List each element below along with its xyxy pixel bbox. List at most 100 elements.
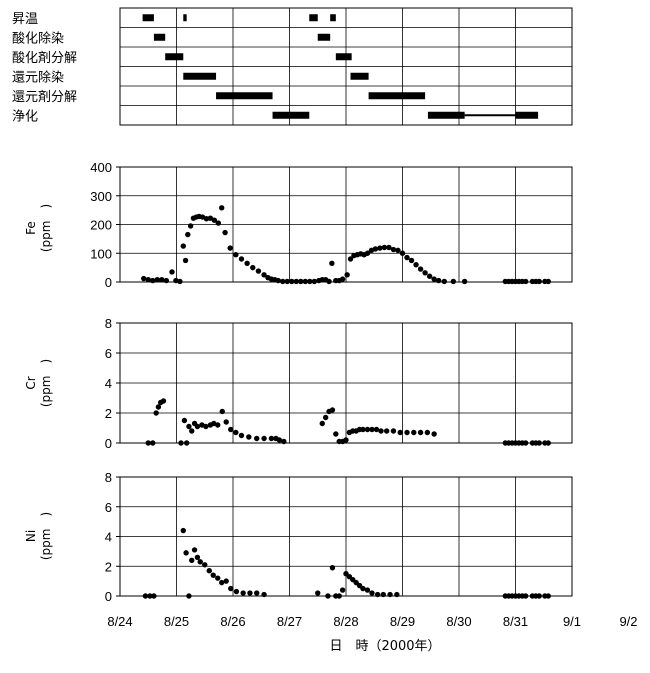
ni-data-point	[315, 590, 321, 596]
ni-data-point	[360, 585, 366, 592]
gantt-bar	[427, 111, 465, 119]
cr-data-point	[268, 435, 275, 442]
cr-ytick-label: 4	[105, 376, 112, 391]
fe-data-point	[203, 216, 210, 222]
cr-data-point	[383, 428, 390, 434]
fe-ytick-label: 200	[90, 218, 112, 233]
cr-data-point	[153, 410, 159, 416]
fe-data-point	[219, 205, 225, 211]
fe-ytick-label: 300	[90, 189, 112, 204]
ni-data-point	[364, 587, 371, 593]
fe-ylabel-name: Fe	[24, 221, 38, 235]
cr-data-point	[404, 429, 410, 436]
ni-data-point	[228, 585, 234, 592]
fe-data-point	[399, 250, 406, 256]
gantt-bar	[165, 53, 184, 61]
fe-data-point	[169, 269, 175, 275]
ni-data-point	[219, 579, 225, 586]
fe-data-point	[395, 247, 401, 254]
cr-data-point	[322, 414, 329, 421]
cr-data-point	[160, 398, 167, 404]
fe-data-point	[222, 229, 228, 236]
cr-data-point	[155, 404, 162, 410]
ni-data-point	[142, 593, 149, 599]
cr-ytick-label: 8	[105, 316, 112, 331]
fe-data-point	[215, 220, 222, 226]
cr-data-point	[194, 423, 201, 430]
ni-data-point	[336, 593, 342, 599]
ni-data-point	[387, 591, 393, 598]
cr-data-point	[281, 438, 287, 445]
fe-data-point	[255, 268, 262, 274]
cr-data-point	[276, 437, 283, 443]
fe-data-point	[390, 246, 397, 253]
cr-data-point	[397, 429, 403, 436]
ni-ytick-label: 0	[105, 589, 112, 604]
cr-data-point	[150, 440, 156, 446]
cr-data-point	[238, 432, 245, 439]
fe-data-point	[145, 277, 151, 283]
fe-data-point	[187, 223, 194, 229]
fe-data-point	[311, 278, 318, 285]
cr-data-point	[424, 429, 431, 436]
fe-data-point	[275, 277, 281, 284]
ni-data-point	[186, 593, 192, 599]
ni-data-point	[536, 593, 542, 599]
cr-ylabel-unit: (ppm )	[39, 359, 53, 407]
ni-data-point	[545, 593, 551, 599]
gantt-bar	[142, 14, 154, 22]
x-tick-label: 8/26	[220, 614, 245, 629]
fe-data-point	[417, 266, 424, 272]
fe-data-point	[344, 272, 350, 278]
ni-ylabel-name: Ni	[24, 530, 38, 542]
fe-ytick-label: 400	[90, 160, 112, 175]
fe-scatter-plot: 0 100 200 300 400	[90, 160, 573, 290]
cr-data-point	[364, 426, 371, 433]
gantt-bar	[272, 111, 310, 119]
gantt-row-label: 還元剤分解	[12, 89, 77, 105]
fe-data-point	[185, 231, 191, 238]
ni-data-point	[374, 591, 381, 598]
ni-ytick-label: 2	[105, 559, 112, 574]
gantt-bar	[335, 53, 352, 61]
fe-data-point	[298, 278, 304, 285]
ni-data-point	[369, 590, 375, 596]
cr-data-point	[233, 429, 239, 436]
fe-data-point	[163, 277, 170, 284]
fe-data-point	[211, 217, 218, 223]
fe-data-point	[238, 256, 245, 262]
fe-data-point	[180, 243, 186, 249]
fe-data-point	[289, 278, 295, 285]
x-tick-label: 8/29	[390, 614, 415, 629]
cr-data-point	[261, 435, 267, 442]
ni-data-point	[247, 590, 253, 596]
x-axis: 8/24 8/25 8/26 8/27 8/28 8/29 8/30 8/31 9/1 9/2 日 …	[107, 614, 637, 654]
gantt-bar	[368, 92, 426, 100]
cr-data-point	[378, 428, 384, 434]
ni-data-point	[261, 591, 267, 598]
gantt-row-label: 浄化	[12, 109, 38, 124]
ni-ytick-label: 8	[105, 470, 112, 485]
ni-data-point	[194, 554, 201, 561]
ni-data-point	[223, 578, 229, 584]
gantt-bar	[216, 92, 273, 100]
fe-ylabel-unit: (ppm )	[39, 204, 53, 252]
fe-data-point	[177, 278, 183, 285]
fe-data-point	[284, 278, 290, 285]
ni-data-point	[522, 593, 529, 599]
fe-data-point	[450, 278, 457, 285]
fe-data-point	[364, 250, 371, 256]
fe-data-point	[141, 275, 147, 282]
cr-ylabel-name: Cr	[24, 376, 38, 389]
cr-data-point	[333, 431, 339, 437]
fe-data-point	[386, 244, 392, 251]
fe-data-point	[302, 278, 309, 285]
fe-data-point	[280, 278, 286, 285]
cr-data-point	[178, 440, 184, 446]
ni-data-point	[180, 527, 186, 534]
cr-data-point	[373, 426, 380, 433]
ni-data-point	[325, 593, 331, 599]
gantt-bar	[515, 111, 539, 119]
x-tick-label: 8/25	[164, 614, 189, 629]
fe-data-point	[413, 262, 419, 268]
